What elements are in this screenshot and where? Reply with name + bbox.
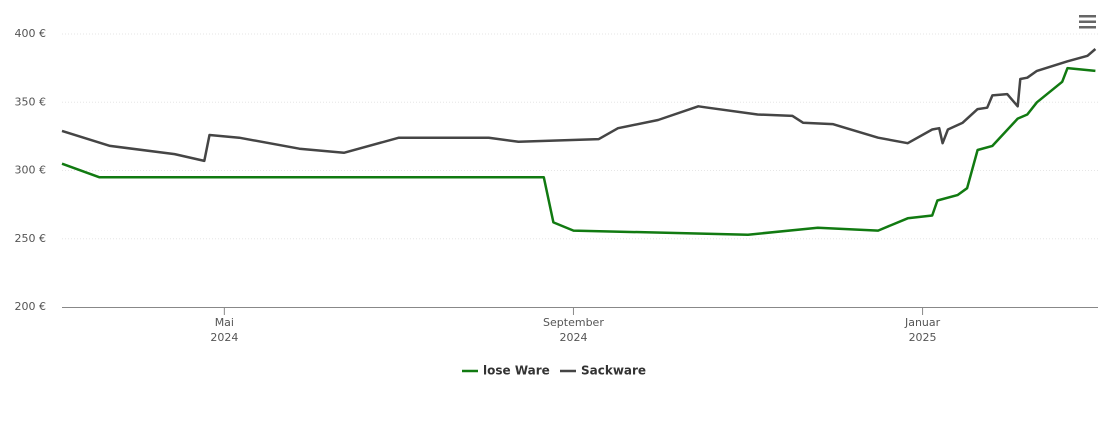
legend-label[interactable]: lose Ware bbox=[483, 364, 550, 378]
x-tick-sublabel: 2024 bbox=[559, 331, 587, 344]
line-series bbox=[61, 48, 1097, 163]
menu-bar bbox=[1079, 15, 1096, 18]
legend-label[interactable]: Sackware bbox=[581, 364, 646, 378]
y-tick-label: 350 € bbox=[15, 95, 47, 108]
menu-bar bbox=[1079, 20, 1096, 23]
line-series bbox=[61, 66, 1096, 236]
x-tick-sublabel: 2025 bbox=[909, 331, 937, 344]
menu-bar bbox=[1079, 26, 1096, 29]
x-tick-sublabel: 2024 bbox=[210, 331, 238, 344]
y-tick-label: 300 € bbox=[15, 164, 47, 177]
x-tick-label: Januar bbox=[904, 316, 941, 329]
y-tick-label: 250 € bbox=[15, 232, 47, 245]
y-tick-label: 200 € bbox=[15, 300, 47, 313]
x-tick-label: Mai bbox=[215, 316, 234, 329]
x-tick-label: September bbox=[543, 316, 604, 329]
y-tick-label: 400 € bbox=[15, 27, 47, 40]
menu-button[interactable] bbox=[1079, 15, 1096, 29]
